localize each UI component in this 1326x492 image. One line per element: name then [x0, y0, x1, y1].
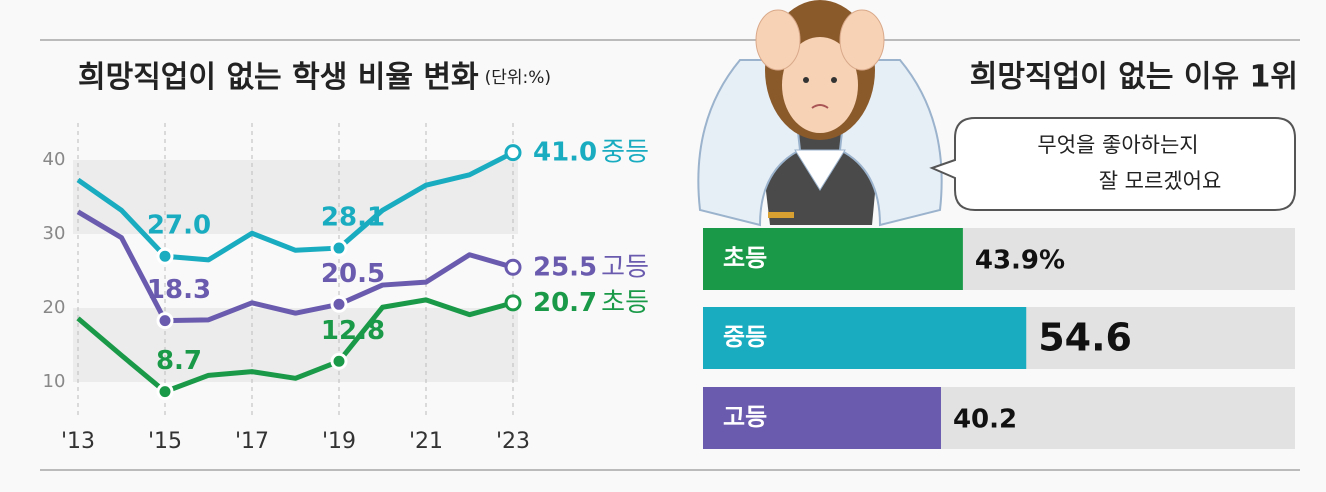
x-tick-label: '23 [496, 429, 530, 454]
illustration [697, 0, 943, 227]
value-label: 43.9% [975, 246, 1065, 276]
value-label: 40.2 [953, 405, 1017, 435]
series-line [76, 150, 515, 263]
bar [703, 307, 1027, 369]
value-label: 8.7 [156, 346, 202, 376]
marker [156, 383, 174, 401]
x-tick-label: '17 [235, 429, 269, 454]
bubble-line: 잘 모르겠어요 [1099, 169, 1222, 193]
y-tick-label: 20 [43, 297, 66, 318]
y-tick-label: 40 [43, 149, 66, 170]
grid-band [73, 308, 518, 382]
series-line [76, 297, 514, 395]
value-label: 54.6 [1038, 316, 1132, 360]
marker [330, 352, 348, 370]
value-label: 41.0 [533, 137, 597, 167]
grid-band [73, 160, 518, 234]
end-label: 25.5 고등 [533, 252, 649, 282]
marker [504, 258, 522, 276]
category-label: 고등 [723, 403, 767, 431]
series-name: 중등 [601, 137, 649, 167]
value-label: 28.1 [321, 203, 385, 233]
series-name: 초등 [601, 287, 649, 317]
marker [156, 247, 174, 265]
title-text: 희망직업이 없는 학생 비율 변화 [78, 60, 479, 95]
bar-title: 희망직업이 없는 이유 1위 [970, 60, 1298, 95]
y-tick-label: 10 [43, 371, 66, 392]
value-label: 18.3 [147, 275, 211, 305]
end-label: 41.0 중등 [533, 137, 649, 167]
value-label: 25.5 [533, 252, 597, 282]
value-label: 27.0 [147, 211, 211, 241]
marker [330, 239, 348, 257]
x-tick-label: '19 [322, 429, 356, 454]
unit: (단위:%) [485, 68, 551, 88]
line-title: 희망직업이 없는 학생 비율 변화 (단위:%) [78, 60, 551, 95]
marker [504, 144, 522, 162]
x-tick-label: '21 [409, 429, 443, 454]
value-label: 20.7 [533, 287, 597, 317]
bar [703, 228, 963, 290]
y-tick-label: 30 [43, 223, 66, 244]
series-name: 고등 [601, 252, 649, 282]
series-line [76, 209, 514, 324]
x-tick-label: '13 [61, 429, 95, 454]
category-label: 초등 [723, 244, 767, 272]
marker [504, 294, 522, 312]
x-tick-label: '15 [148, 429, 182, 454]
bubble-line: 무엇을 좋아하는지 [1037, 133, 1198, 157]
category-label: 중등 [723, 323, 767, 351]
end-label: 20.7 초등 [533, 287, 649, 317]
value-label: 12.8 [321, 316, 385, 346]
bar [703, 387, 941, 449]
value-label: 20.5 [321, 259, 385, 289]
speech-bubble: 무엇을 좋아하는지 잘 모르겠어요 [929, 117, 1296, 211]
marker [156, 312, 174, 330]
marker [330, 295, 348, 313]
